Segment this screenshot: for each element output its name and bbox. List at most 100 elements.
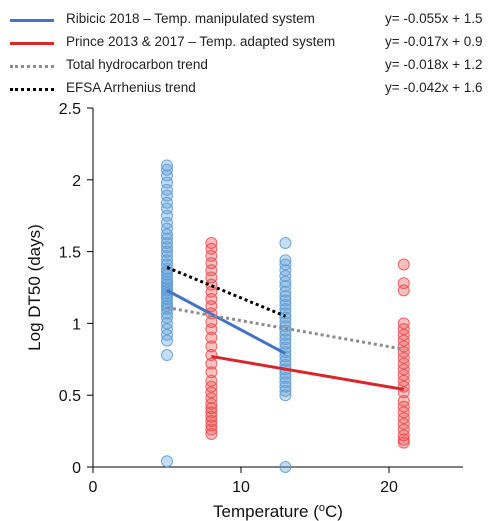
y-tick-label: 0.5 bbox=[59, 388, 81, 405]
scatter-point bbox=[161, 258, 173, 271]
scatter-point bbox=[205, 307, 218, 320]
scatter-point bbox=[161, 297, 173, 310]
scatter-point bbox=[161, 265, 173, 278]
scatter-point bbox=[205, 427, 218, 440]
legend-label: Ribicic 2018 – Temp. manipulated system bbox=[66, 11, 315, 26]
scatter-point bbox=[279, 337, 292, 350]
trend-line bbox=[166, 266, 286, 318]
scatter-point bbox=[161, 262, 173, 275]
scatter-point bbox=[397, 369, 410, 382]
scatter-point bbox=[205, 357, 218, 370]
scatter-point bbox=[279, 328, 292, 341]
scatter-point bbox=[161, 272, 173, 285]
scatter-point bbox=[205, 331, 218, 344]
scatter-point bbox=[279, 285, 292, 298]
scatter-point bbox=[397, 258, 410, 271]
scatter-point bbox=[161, 222, 173, 235]
scatter-point bbox=[205, 271, 218, 284]
legend-entry: Prince 2013 & 2017 – Temp. adapted syste… bbox=[0, 33, 496, 53]
legend-entry: EFSA Arrhenius trend y= -0.042x + 1.6 bbox=[0, 79, 496, 99]
legend-swatch bbox=[10, 42, 54, 45]
scatter-point bbox=[397, 380, 410, 393]
scatter-point bbox=[161, 232, 173, 245]
scatter-point bbox=[161, 183, 173, 196]
scatter-point bbox=[279, 254, 292, 267]
scatter-point bbox=[161, 249, 173, 262]
scatter-point bbox=[205, 423, 218, 436]
legend-swatch bbox=[10, 88, 54, 91]
scatter-point bbox=[279, 461, 292, 473]
scatter-point bbox=[205, 419, 218, 432]
scatter-point bbox=[205, 257, 218, 270]
scatter-point bbox=[279, 303, 292, 316]
scatter-point bbox=[397, 346, 410, 359]
scatter-point bbox=[161, 307, 173, 320]
scatter-point bbox=[205, 392, 218, 405]
scatter-point bbox=[279, 320, 292, 333]
scatter-point bbox=[205, 374, 218, 387]
y-tick-label: 1.5 bbox=[59, 245, 81, 262]
scatter-point bbox=[161, 290, 173, 303]
scatter-point bbox=[279, 389, 292, 402]
legend-equation: y= -0.055x + 1.5 bbox=[385, 11, 483, 26]
scatter-point bbox=[161, 202, 173, 215]
legend-equation: y= -0.017x + 0.9 bbox=[385, 34, 483, 49]
scatter-point bbox=[161, 169, 173, 182]
scatter-point bbox=[205, 264, 218, 277]
scatter-point bbox=[397, 417, 410, 430]
scatter-point bbox=[161, 317, 173, 330]
legend-swatch bbox=[10, 19, 54, 22]
scatter-point bbox=[279, 359, 292, 372]
scatter-point bbox=[397, 277, 410, 290]
scatter-point bbox=[205, 300, 218, 313]
scatter-point bbox=[397, 363, 410, 376]
scatter-point bbox=[397, 323, 410, 336]
scatter-point bbox=[161, 328, 173, 341]
scatter-point bbox=[279, 298, 292, 311]
scatter-point bbox=[205, 402, 218, 415]
scatter-point bbox=[279, 371, 292, 384]
scatter-point bbox=[397, 386, 410, 399]
y-axis-title: Log DT50 (days) bbox=[25, 224, 44, 351]
scatter-point bbox=[279, 315, 292, 328]
scatter-point bbox=[161, 300, 173, 313]
y-tick-label: 0 bbox=[72, 460, 81, 477]
scatter-point bbox=[161, 278, 173, 291]
scatter-point bbox=[279, 294, 292, 307]
scatter-point bbox=[279, 280, 292, 293]
scatter-point bbox=[205, 386, 218, 399]
scatter-point bbox=[279, 270, 292, 283]
scatter-point bbox=[161, 241, 173, 254]
scatter-point bbox=[397, 429, 410, 442]
scatter-point bbox=[279, 367, 292, 380]
scatter-point bbox=[397, 357, 410, 370]
scatter-point bbox=[279, 333, 292, 346]
scatter-point bbox=[279, 275, 292, 288]
scatter-point bbox=[397, 317, 410, 330]
scatter-point bbox=[397, 423, 410, 436]
scatter-point bbox=[279, 307, 292, 320]
y-tick-label: 1 bbox=[72, 316, 81, 333]
scatter-point bbox=[279, 290, 292, 303]
scatter-point bbox=[161, 292, 173, 305]
scatter-point bbox=[279, 236, 292, 249]
legend-swatch bbox=[10, 65, 54, 68]
scatter-point bbox=[205, 249, 218, 262]
x-tick-label: 10 bbox=[232, 479, 250, 496]
scatter-point bbox=[397, 412, 410, 425]
scatter-point bbox=[205, 236, 218, 249]
legend-entry: Total hydrocarbon trend y= -0.018x + 1.2 bbox=[0, 56, 496, 76]
scatter-point bbox=[205, 278, 218, 291]
scatter-point bbox=[397, 436, 410, 449]
y-tick-label: 2 bbox=[72, 173, 81, 190]
legend-equation: y= -0.042x + 1.6 bbox=[385, 80, 483, 95]
scatter-point bbox=[397, 328, 410, 341]
scatter-point bbox=[205, 292, 218, 305]
scatter-point bbox=[397, 340, 410, 353]
trend-line bbox=[211, 354, 405, 391]
legend-entry: Ribicic 2018 – Temp. manipulated system y… bbox=[0, 10, 496, 30]
scatter-point bbox=[161, 334, 173, 347]
scatter-point bbox=[397, 374, 410, 387]
scatter-point bbox=[279, 341, 292, 354]
scatter-point bbox=[161, 284, 173, 297]
